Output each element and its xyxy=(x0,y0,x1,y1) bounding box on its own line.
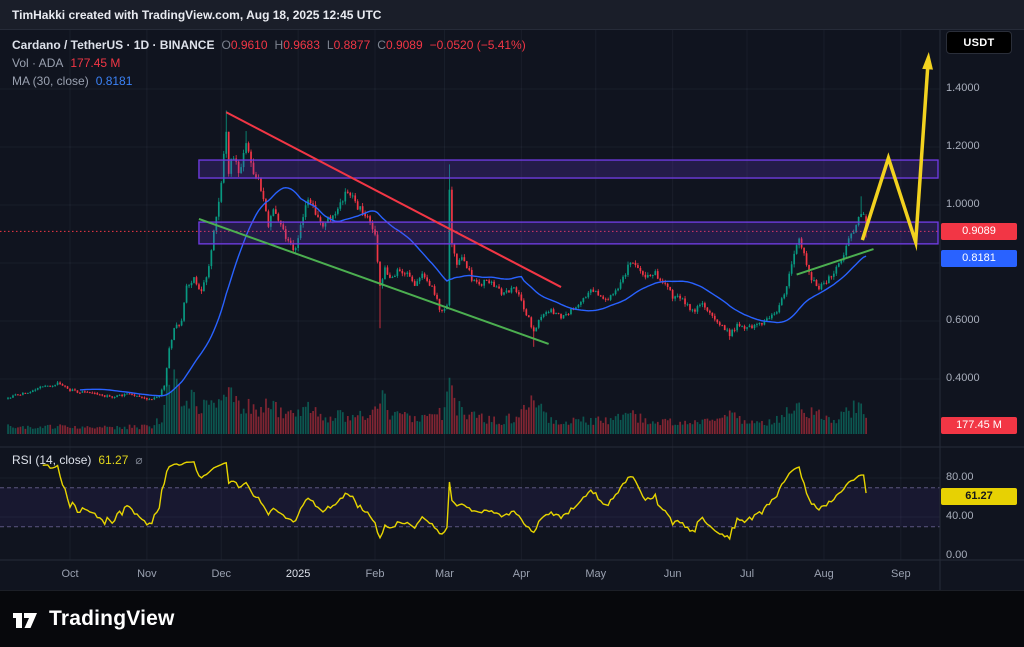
low-value: L 0.8877 xyxy=(326,38,371,52)
time-axis-label: Jul xyxy=(740,568,755,580)
price-axis-tick: 0.4000 xyxy=(946,372,980,384)
open-value: O 0.9610 xyxy=(221,38,268,52)
time-axis-label: Mar xyxy=(434,568,454,580)
volume-legend-row[interactable]: Vol · ADA 177.45 M xyxy=(12,54,526,72)
change-value: −0.0520 (−5.41%) xyxy=(429,38,526,52)
attribution-bar: TimHakki created with TradingView.com, A… xyxy=(0,0,1024,30)
currency-toggle-button[interactable]: USDT xyxy=(946,31,1012,54)
ma-value: 0.8181 xyxy=(95,74,133,88)
close-value: C 0.9089 xyxy=(377,38,423,52)
time-axis-label: Oct xyxy=(61,568,79,580)
ma-label: MA (30, close) xyxy=(12,74,89,88)
time-axis-label: Sep xyxy=(891,568,911,580)
symbol-legend: Cardano / TetherUS · 1D · BINANCE O 0.96… xyxy=(12,36,526,90)
rsi-diameter-icon: ⌀ xyxy=(135,453,143,467)
symbol-title-row[interactable]: Cardano / TetherUS · 1D · BINANCE O 0.96… xyxy=(12,36,526,54)
rsi-value: 61.27 xyxy=(98,453,129,467)
time-axis-label: May xyxy=(585,568,607,580)
ma-legend-row[interactable]: MA (30, close) 0.8181 xyxy=(12,72,526,90)
volume-value-badge: 177.45 M xyxy=(941,416,1017,434)
rsi-value-badge: 61.27 xyxy=(941,488,1017,506)
volume-label: Vol · ADA xyxy=(12,56,64,70)
price-axis-tick: 1.2000 xyxy=(946,140,980,152)
time-axis-label: Feb xyxy=(365,568,385,580)
ma-value-badge: 0.8181 xyxy=(941,249,1017,267)
rsi-label: RSI (14, close) xyxy=(12,453,92,467)
volume-value: 177.45 M xyxy=(70,56,121,70)
price-axis-tick: 1.0000 xyxy=(946,198,980,210)
time-axis-label: Dec xyxy=(211,568,232,580)
time-axis-label: Jun xyxy=(663,568,682,580)
attribution-text: TimHakki created with TradingView.com, A… xyxy=(12,7,382,22)
time-axis-label: 2025 xyxy=(285,568,311,580)
tradingview-logo-icon xyxy=(13,613,37,628)
price-axis-tick: 0.6000 xyxy=(946,314,980,326)
rsi-legend-row[interactable]: RSI (14, close) 61.27 ⌀ xyxy=(12,451,143,469)
brand-name: TradingView xyxy=(49,607,175,630)
footer-bar: TradingView xyxy=(0,590,1024,647)
high-value: H 0.9683 xyxy=(274,38,320,52)
rsi-axis-tick: 40.00 xyxy=(946,510,974,522)
rsi-axis-tick: 0.00 xyxy=(946,549,968,561)
time-axis-label: Apr xyxy=(512,568,530,580)
rsi-axis-tick: 80.00 xyxy=(946,471,974,483)
time-axis-label: Aug xyxy=(814,568,834,580)
last-price-badge: 0.9089 xyxy=(941,223,1017,241)
time-axis-label: Nov xyxy=(137,568,157,580)
symbol-title: Cardano / TetherUS · 1D · BINANCE xyxy=(12,38,215,52)
price-axis-tick: 1.4000 xyxy=(946,82,980,94)
